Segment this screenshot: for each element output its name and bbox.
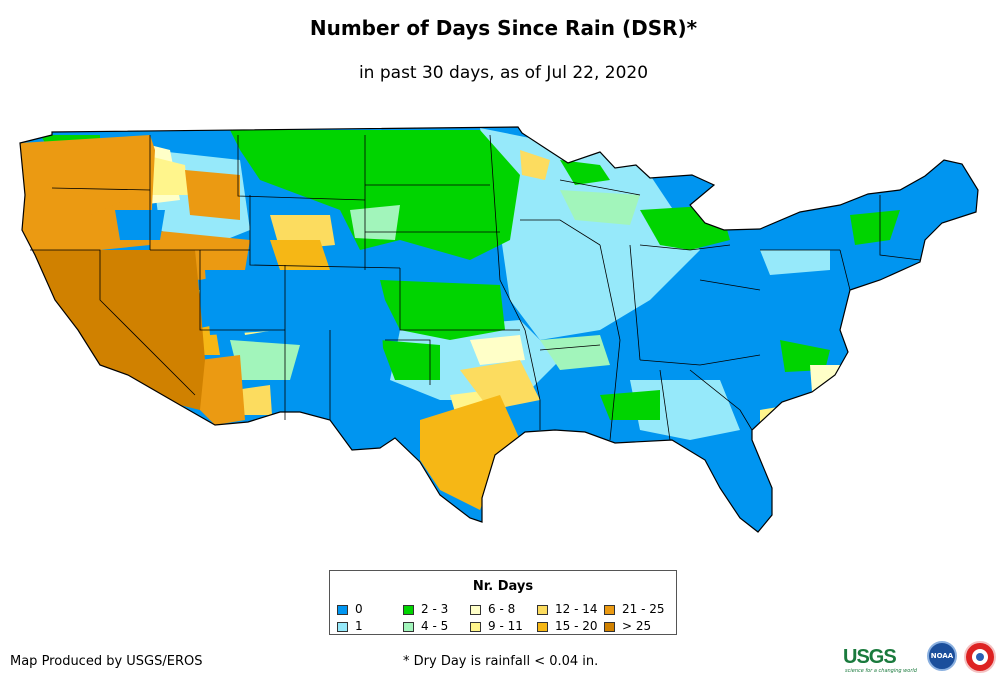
legend: Nr. Days 0 1 2 - 3 4 - 5 6 - 8 9 - 11 12… — [329, 570, 677, 635]
map-subtitle: in past 30 days, as of Jul 22, 2020 — [358, 63, 649, 83]
legend-label-1: 1 — [355, 619, 363, 633]
agency-logos: USGS science for a changing world NOAA — [843, 640, 1003, 674]
legend-swatch-7 — [537, 621, 548, 632]
usgs-tagline: science for a changing world — [845, 668, 917, 674]
legend-item-8: 21 - 25 — [604, 603, 665, 617]
legend-title: Nr. Days — [472, 579, 534, 594]
usgs-logo: USGS — [843, 646, 897, 669]
legend-swatch-8 — [604, 604, 615, 615]
legend-item-9: > 25 — [604, 620, 651, 634]
legend-label-6: 12 - 14 — [555, 602, 598, 616]
legend-item-7: 15 - 20 — [537, 620, 598, 634]
legend-label-4: 6 - 8 — [488, 602, 516, 616]
legend-swatch-2 — [403, 604, 414, 615]
legend-swatch-4 — [470, 604, 481, 615]
legend-item-2: 2 - 3 — [403, 603, 448, 617]
legend-swatch-3 — [403, 621, 414, 632]
usgs-logo-text: USGS — [843, 646, 897, 668]
produced-by-credit: Map Produced by USGS/EROS — [10, 654, 203, 669]
map-title: Number of Days Since Rain (DSR)* — [309, 16, 698, 40]
legend-label-3: 4 - 5 — [421, 619, 449, 633]
dry-day-footnote: * Dry Day is rainfall < 0.04 in. — [403, 654, 599, 669]
legend-item-4: 6 - 8 — [470, 603, 515, 617]
legend-swatch-6 — [537, 604, 548, 615]
legend-item-1: 1 — [337, 620, 363, 634]
legend-label-7: 15 - 20 — [555, 619, 598, 633]
legend-swatch-1 — [337, 621, 348, 632]
noaa-logo-text: NOAA — [930, 652, 954, 660]
legend-label-9: > 25 — [622, 619, 652, 633]
legend-swatch-9 — [604, 621, 615, 632]
legend-label-0: 0 — [355, 602, 363, 616]
legend-item-0: 0 — [337, 603, 363, 617]
nws-logo — [964, 641, 996, 673]
legend-swatch-5 — [470, 621, 481, 632]
nws-logo-inner-icon — [972, 649, 988, 665]
noaa-logo: NOAA — [927, 641, 957, 671]
legend-swatch-0 — [337, 604, 348, 615]
legend-item-6: 12 - 14 — [537, 603, 598, 617]
legend-label-8: 21 - 25 — [622, 602, 665, 616]
nws-logo-core-icon — [976, 653, 984, 661]
legend-label-5: 9 - 11 — [488, 619, 523, 633]
legend-item-3: 4 - 5 — [403, 620, 448, 634]
legend-label-2: 2 - 3 — [421, 602, 449, 616]
legend-item-5: 9 - 11 — [470, 620, 523, 634]
